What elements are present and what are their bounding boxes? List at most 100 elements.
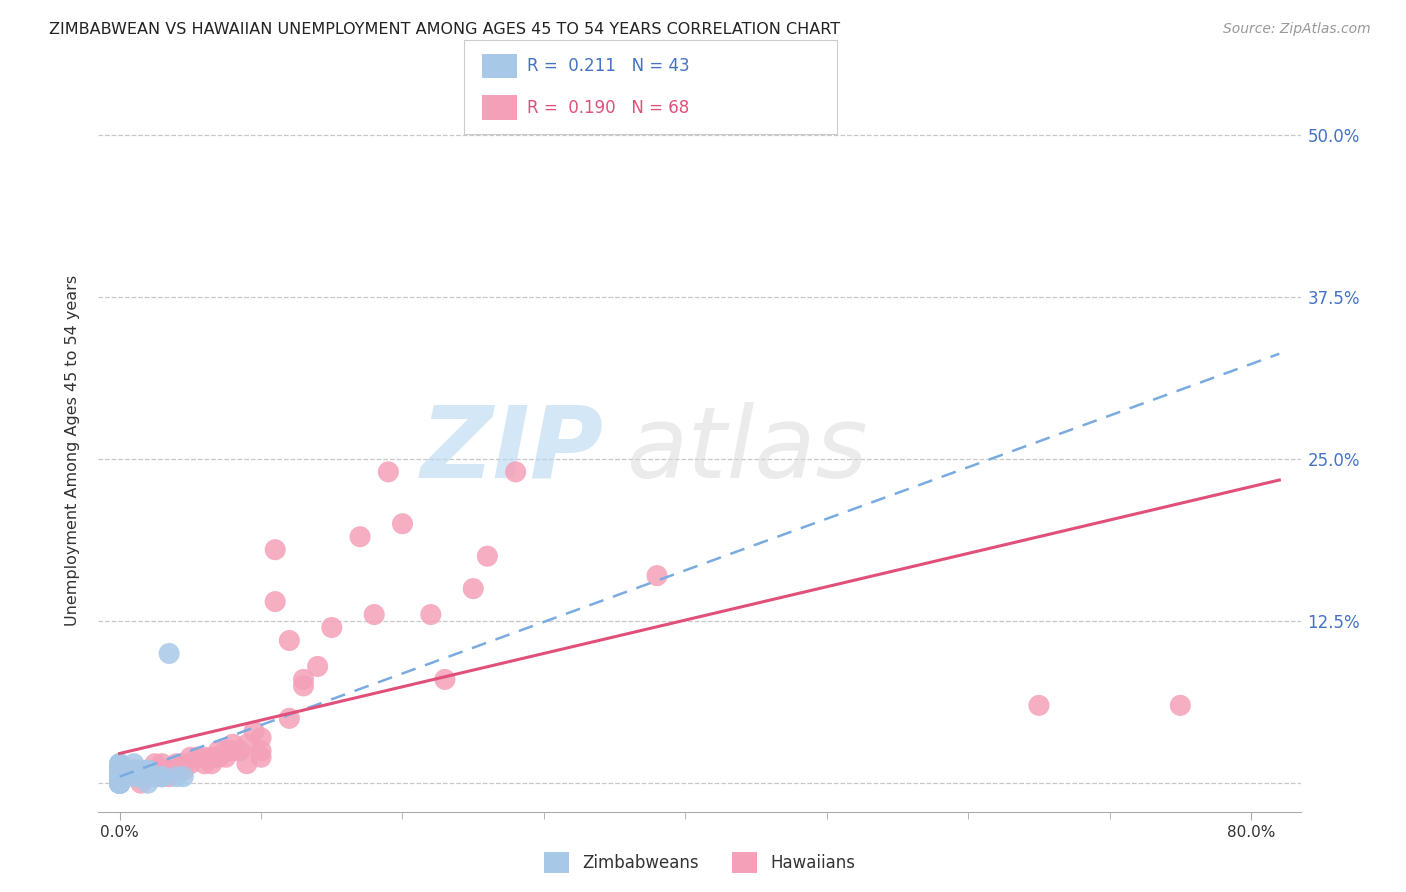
Point <box>208 750 231 764</box>
Point <box>108 776 131 790</box>
Point <box>150 770 173 784</box>
Point <box>243 724 266 739</box>
Point <box>321 621 343 635</box>
Point <box>108 770 131 784</box>
Point <box>108 776 131 790</box>
Point <box>193 750 215 764</box>
Point <box>349 530 371 544</box>
Point <box>122 763 145 777</box>
Point <box>200 756 222 771</box>
Point <box>143 763 166 777</box>
Point <box>108 770 131 784</box>
Point <box>108 763 131 777</box>
Point <box>108 770 131 784</box>
Point <box>108 776 131 790</box>
Point <box>377 465 399 479</box>
Point <box>108 776 131 790</box>
Point <box>505 465 527 479</box>
Point <box>108 776 131 790</box>
Point <box>122 763 145 777</box>
Point <box>108 763 131 777</box>
Y-axis label: Unemployment Among Ages 45 to 54 years: Unemployment Among Ages 45 to 54 years <box>65 275 80 626</box>
Point <box>179 750 201 764</box>
Point <box>108 776 131 790</box>
Point <box>108 776 131 790</box>
Point <box>108 770 131 784</box>
Point <box>150 756 173 771</box>
Point <box>292 679 315 693</box>
Point <box>222 737 245 751</box>
Point <box>463 582 485 596</box>
Point <box>172 756 194 771</box>
Point <box>236 737 259 751</box>
Point <box>477 549 499 564</box>
Point <box>108 763 131 777</box>
Point <box>108 776 131 790</box>
Point <box>108 776 131 790</box>
Point <box>150 770 173 784</box>
Point <box>122 756 145 771</box>
Text: ZIMBABWEAN VS HAWAIIAN UNEMPLOYMENT AMONG AGES 45 TO 54 YEARS CORRELATION CHART: ZIMBABWEAN VS HAWAIIAN UNEMPLOYMENT AMON… <box>49 22 841 37</box>
Point <box>186 750 208 764</box>
Point <box>143 756 166 771</box>
Point <box>108 776 131 790</box>
Point <box>115 763 138 777</box>
Point <box>129 763 152 777</box>
Text: Source: ZipAtlas.com: Source: ZipAtlas.com <box>1223 22 1371 37</box>
Point <box>179 756 201 771</box>
Point <box>108 776 131 790</box>
Point <box>215 744 238 758</box>
Text: atlas: atlas <box>627 402 869 499</box>
Point <box>108 776 131 790</box>
Point <box>108 770 131 784</box>
Point <box>215 750 238 764</box>
Point <box>236 756 259 771</box>
Point <box>391 516 413 531</box>
Point <box>108 770 131 784</box>
Point <box>1028 698 1050 713</box>
Point <box>307 659 329 673</box>
Point <box>129 770 152 784</box>
Point <box>200 750 222 764</box>
Point <box>129 776 152 790</box>
Point <box>136 763 159 777</box>
Point <box>165 763 187 777</box>
Point <box>108 776 131 790</box>
Point <box>264 594 287 608</box>
Point <box>108 770 131 784</box>
Point <box>250 731 273 745</box>
Point <box>136 763 159 777</box>
Point <box>1170 698 1192 713</box>
Point <box>122 770 145 784</box>
Point <box>150 770 173 784</box>
Point <box>108 776 131 790</box>
Point <box>150 763 173 777</box>
Point <box>229 744 252 758</box>
Point <box>433 673 456 687</box>
Point <box>108 776 131 790</box>
Point <box>250 750 273 764</box>
Point <box>165 763 187 777</box>
Point <box>108 763 131 777</box>
Point <box>278 711 301 725</box>
Point <box>292 673 315 687</box>
Point <box>136 776 159 790</box>
Point <box>157 770 180 784</box>
Point <box>278 633 301 648</box>
Point <box>172 763 194 777</box>
Point <box>108 770 131 784</box>
Point <box>143 770 166 784</box>
Point <box>108 756 131 771</box>
Point <box>157 763 180 777</box>
Point <box>250 744 273 758</box>
Point <box>165 770 187 784</box>
Point <box>264 542 287 557</box>
Point <box>108 763 131 777</box>
Point <box>157 647 180 661</box>
Point <box>136 770 159 784</box>
Point <box>172 770 194 784</box>
Point <box>108 763 131 777</box>
Point <box>165 756 187 771</box>
Text: R =  0.211   N = 43: R = 0.211 N = 43 <box>527 57 690 75</box>
Point <box>108 776 131 790</box>
